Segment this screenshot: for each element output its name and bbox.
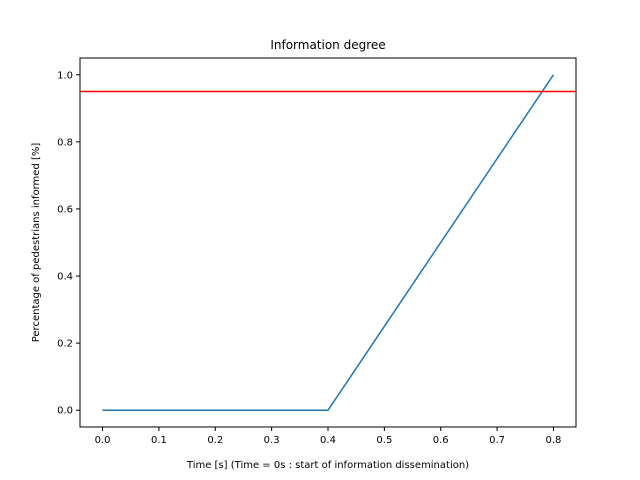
- y-axis-label: Percentage of pedestrians informed [%]: [31, 143, 42, 343]
- x-ticks: 0.0 0.1 0.2 0.3 0.4 0.5 0.6 0.7 0.8: [95, 427, 562, 446]
- x-tick-label: 0.8: [546, 435, 562, 446]
- x-tick-label: 0.0: [95, 435, 111, 446]
- x-tick-label: 0.6: [433, 435, 449, 446]
- series-line: [102, 74, 555, 411]
- y-tick-label: 0.4: [57, 272, 73, 283]
- x-tick-label: 0.5: [376, 435, 392, 446]
- chart-title: Information degree: [270, 38, 385, 52]
- x-tick-label: 0.2: [207, 435, 223, 446]
- x-tick-label: 0.3: [264, 435, 280, 446]
- x-tick-label: 0.7: [489, 435, 505, 446]
- series-layer: [102, 74, 555, 411]
- y-tick-label: 0.2: [57, 339, 73, 350]
- y-tick-label: 0.6: [57, 204, 73, 215]
- y-tick-label: 0.8: [57, 137, 73, 148]
- y-ticks: 0.0 0.2 0.4 0.6 0.8 1.0: [57, 70, 80, 417]
- x-tick-label: 0.4: [320, 435, 336, 446]
- y-tick-label: 0.0: [57, 406, 73, 417]
- x-tick-label: 0.1: [151, 435, 167, 446]
- y-tick-label: 1.0: [57, 70, 73, 81]
- plot-frame: [79, 57, 577, 428]
- x-axis-label: Time [s] (Time = 0s : start of informati…: [186, 460, 469, 471]
- plot-area: [80, 58, 576, 427]
